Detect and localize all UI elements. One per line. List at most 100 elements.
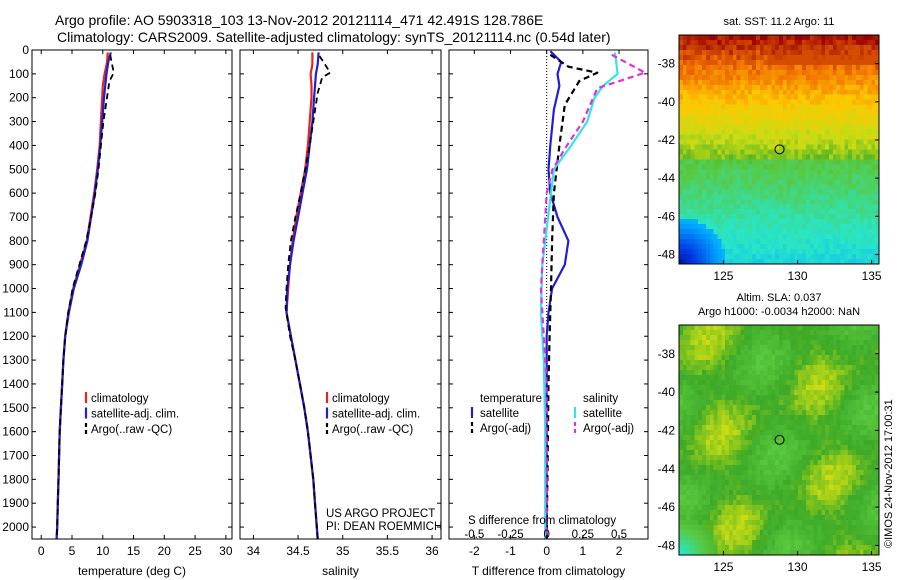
map-cell [717,139,722,146]
map-cell [871,445,876,451]
map-cell [802,325,807,331]
map-cell [721,54,726,61]
map-cell [821,239,826,245]
map-cell [759,84,765,91]
map-cell [767,385,772,391]
map-cell [832,214,838,220]
map-cell [813,535,818,541]
map-cell [775,154,780,160]
map-cell [821,259,826,265]
map-cell [813,109,818,116]
map-cell [694,325,699,331]
map-cell [686,480,692,486]
map-cell [786,330,792,336]
map-cell [852,124,857,131]
map-cell [771,254,776,260]
map-cell [755,139,761,146]
map-cell [740,540,745,546]
map-cell [867,244,872,250]
map-cell [779,224,784,230]
map-cell [709,174,715,180]
map-cell [829,455,834,461]
map-cell [855,400,861,406]
map-cell [709,495,715,501]
map-cell [702,335,707,341]
map-cell [875,510,880,516]
map-cell [779,159,784,165]
map-cell [686,410,692,416]
map-cell [713,400,718,406]
map-cell [848,89,853,96]
map-cell [817,515,822,521]
map-cell [829,535,834,541]
map-cell [686,515,692,521]
map-cell [740,169,745,175]
map-cell [752,515,757,521]
map-cell [875,515,880,521]
map-cell [855,415,861,421]
map-cell [779,189,784,195]
map-cell [775,35,780,41]
map-cell [802,365,807,371]
map-cell [752,239,757,245]
map-cell [817,355,822,361]
map-cell [825,259,830,265]
map-cell [744,480,749,486]
map-cell [702,209,707,215]
map-cell [825,360,830,366]
map-cell [805,54,811,61]
map-cell [825,114,830,121]
map-cell [779,249,784,255]
map-cell [721,149,726,155]
map-cell [848,179,853,185]
map-cell [759,189,765,195]
map-cell [709,465,715,471]
map-cell [825,435,830,441]
map-cell [859,340,865,346]
map-cell [829,365,834,371]
map-cell [805,44,811,51]
map-cell [752,450,757,456]
map-cell [805,134,811,141]
map-cell [744,129,749,136]
map-cell [863,415,868,421]
map-cell [786,505,792,511]
map-cell [694,244,699,250]
map-cell [767,64,772,71]
map-cell [732,325,738,331]
map-cell [852,194,857,200]
map-cell [759,179,765,185]
map-cell [829,59,834,66]
map-cell [682,460,688,466]
map-cell [798,99,803,106]
map-cell [794,380,799,386]
map-cell [794,420,799,426]
map-cell [709,74,715,81]
map-cell [840,194,845,200]
map-cell [852,49,857,56]
map-cell [836,214,842,220]
map-cell [867,129,872,136]
map-cell [767,480,772,486]
map-cell [705,380,711,386]
map-cell [809,229,815,235]
map-y-tick-label: -38 [658,57,676,71]
map-cell [698,355,703,361]
map-cell [690,525,695,531]
map-cell [813,390,818,396]
map-cell [771,475,776,481]
map-cell [855,500,861,506]
map-cell [844,360,849,366]
map-cell [752,254,757,260]
map-cell [698,74,703,81]
map-cell [786,114,792,121]
map-cell [871,535,876,541]
map-cell [679,139,684,146]
map-cell [709,139,715,146]
map-cell [725,35,730,41]
map-cell [705,39,711,46]
map-cell [802,54,807,61]
map-cell [763,169,768,175]
map-cell [840,425,845,431]
map-cell [748,390,753,396]
